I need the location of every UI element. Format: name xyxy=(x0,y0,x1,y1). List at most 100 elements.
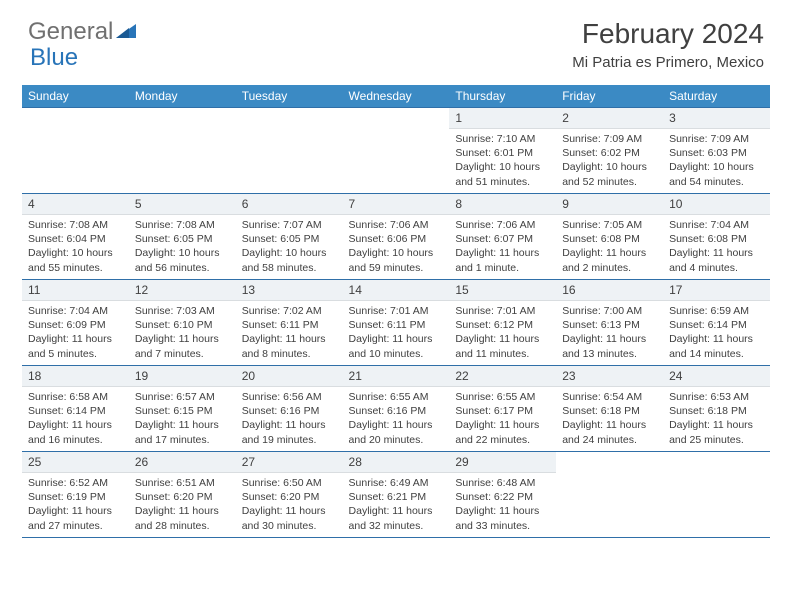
sunrise-text: Sunrise: 7:02 AM xyxy=(242,304,337,318)
day-info: Sunrise: 7:04 AMSunset: 6:09 PMDaylight:… xyxy=(28,301,123,361)
calendar-day-cell: 12Sunrise: 7:03 AMSunset: 6:10 PMDayligh… xyxy=(129,280,236,366)
day-number: 23 xyxy=(556,366,663,387)
sunset-text: Sunset: 6:20 PM xyxy=(135,490,230,504)
sunrise-text: Sunrise: 6:48 AM xyxy=(455,476,550,490)
calendar-day-cell: 10Sunrise: 7:04 AMSunset: 6:08 PMDayligh… xyxy=(663,194,770,280)
day-number: 16 xyxy=(556,280,663,301)
day-info: Sunrise: 7:06 AMSunset: 6:07 PMDaylight:… xyxy=(455,215,550,275)
brand-part1: General xyxy=(28,18,113,46)
page-header: General February 2024 Mi Patria es Prime… xyxy=(0,0,792,79)
calendar-day-cell: 18Sunrise: 6:58 AMSunset: 6:14 PMDayligh… xyxy=(22,366,129,452)
day-info: Sunrise: 6:59 AMSunset: 6:14 PMDaylight:… xyxy=(669,301,764,361)
weekday-header: Monday xyxy=(129,85,236,108)
sunrise-text: Sunrise: 7:01 AM xyxy=(349,304,444,318)
sunset-text: Sunset: 6:02 PM xyxy=(562,146,657,160)
calendar-day-cell: 17Sunrise: 6:59 AMSunset: 6:14 PMDayligh… xyxy=(663,280,770,366)
day-info: Sunrise: 7:09 AMSunset: 6:03 PMDaylight:… xyxy=(669,129,764,189)
daylight-text: Daylight: 11 hours and 20 minutes. xyxy=(349,418,444,446)
day-info: Sunrise: 6:53 AMSunset: 6:18 PMDaylight:… xyxy=(669,387,764,447)
calendar-day-cell: 15Sunrise: 7:01 AMSunset: 6:12 PMDayligh… xyxy=(449,280,556,366)
logo-triangle-icon xyxy=(116,18,138,46)
daylight-text: Daylight: 11 hours and 8 minutes. xyxy=(242,332,337,360)
sunset-text: Sunset: 6:04 PM xyxy=(28,232,123,246)
day-number: 26 xyxy=(129,452,236,473)
daylight-text: Daylight: 11 hours and 33 minutes. xyxy=(455,504,550,532)
day-info: Sunrise: 7:04 AMSunset: 6:08 PMDaylight:… xyxy=(669,215,764,275)
daylight-text: Daylight: 11 hours and 32 minutes. xyxy=(349,504,444,532)
day-info: Sunrise: 7:05 AMSunset: 6:08 PMDaylight:… xyxy=(562,215,657,275)
day-info: Sunrise: 7:06 AMSunset: 6:06 PMDaylight:… xyxy=(349,215,444,275)
daylight-text: Daylight: 11 hours and 5 minutes. xyxy=(28,332,123,360)
day-info: Sunrise: 7:03 AMSunset: 6:10 PMDaylight:… xyxy=(135,301,230,361)
calendar-day-cell: 2Sunrise: 7:09 AMSunset: 6:02 PMDaylight… xyxy=(556,108,663,194)
sunset-text: Sunset: 6:19 PM xyxy=(28,490,123,504)
calendar-day-cell: 25Sunrise: 6:52 AMSunset: 6:19 PMDayligh… xyxy=(22,452,129,538)
sunrise-text: Sunrise: 7:06 AM xyxy=(349,218,444,232)
sunrise-text: Sunrise: 7:09 AM xyxy=(669,132,764,146)
weekday-header: Tuesday xyxy=(236,85,343,108)
day-number: 1 xyxy=(449,108,556,129)
daylight-text: Daylight: 11 hours and 17 minutes. xyxy=(135,418,230,446)
day-number: 12 xyxy=(129,280,236,301)
daylight-text: Daylight: 11 hours and 7 minutes. xyxy=(135,332,230,360)
sunrise-text: Sunrise: 7:04 AM xyxy=(28,304,123,318)
sunset-text: Sunset: 6:18 PM xyxy=(562,404,657,418)
calendar-day-cell: 1Sunrise: 7:10 AMSunset: 6:01 PMDaylight… xyxy=(449,108,556,194)
calendar-day-cell: 20Sunrise: 6:56 AMSunset: 6:16 PMDayligh… xyxy=(236,366,343,452)
sunrise-text: Sunrise: 6:59 AM xyxy=(669,304,764,318)
sunset-text: Sunset: 6:11 PM xyxy=(242,318,337,332)
title-block: February 2024 Mi Patria es Primero, Mexi… xyxy=(572,18,764,71)
sunrise-text: Sunrise: 7:06 AM xyxy=(455,218,550,232)
sunrise-text: Sunrise: 6:51 AM xyxy=(135,476,230,490)
daylight-text: Daylight: 10 hours and 56 minutes. xyxy=(135,246,230,274)
sunrise-text: Sunrise: 7:03 AM xyxy=(135,304,230,318)
calendar-day-cell: 19Sunrise: 6:57 AMSunset: 6:15 PMDayligh… xyxy=(129,366,236,452)
sunset-text: Sunset: 6:16 PM xyxy=(349,404,444,418)
calendar-day-cell: 13Sunrise: 7:02 AMSunset: 6:11 PMDayligh… xyxy=(236,280,343,366)
sunset-text: Sunset: 6:08 PM xyxy=(562,232,657,246)
daylight-text: Daylight: 11 hours and 30 minutes. xyxy=(242,504,337,532)
calendar-day-cell: 27Sunrise: 6:50 AMSunset: 6:20 PMDayligh… xyxy=(236,452,343,538)
calendar-day-cell: 26Sunrise: 6:51 AMSunset: 6:20 PMDayligh… xyxy=(129,452,236,538)
day-info: Sunrise: 7:00 AMSunset: 6:13 PMDaylight:… xyxy=(562,301,657,361)
weekday-header: Sunday xyxy=(22,85,129,108)
sunset-text: Sunset: 6:07 PM xyxy=(455,232,550,246)
daylight-text: Daylight: 11 hours and 14 minutes. xyxy=(669,332,764,360)
day-info: Sunrise: 6:55 AMSunset: 6:16 PMDaylight:… xyxy=(349,387,444,447)
sunset-text: Sunset: 6:12 PM xyxy=(455,318,550,332)
sunrise-text: Sunrise: 6:52 AM xyxy=(28,476,123,490)
day-info: Sunrise: 7:08 AMSunset: 6:04 PMDaylight:… xyxy=(28,215,123,275)
sunset-text: Sunset: 6:03 PM xyxy=(669,146,764,160)
daylight-text: Daylight: 11 hours and 4 minutes. xyxy=(669,246,764,274)
sunrise-text: Sunrise: 6:55 AM xyxy=(455,390,550,404)
daylight-text: Daylight: 11 hours and 22 minutes. xyxy=(455,418,550,446)
sunrise-text: Sunrise: 6:57 AM xyxy=(135,390,230,404)
day-number: 25 xyxy=(22,452,129,473)
location-subtitle: Mi Patria es Primero, Mexico xyxy=(572,54,764,71)
sunrise-text: Sunrise: 6:54 AM xyxy=(562,390,657,404)
sunset-text: Sunset: 6:05 PM xyxy=(242,232,337,246)
sunset-text: Sunset: 6:20 PM xyxy=(242,490,337,504)
day-number: 5 xyxy=(129,194,236,215)
daylight-text: Daylight: 11 hours and 13 minutes. xyxy=(562,332,657,360)
calendar-day-cell: 24Sunrise: 6:53 AMSunset: 6:18 PMDayligh… xyxy=(663,366,770,452)
sunrise-text: Sunrise: 7:09 AM xyxy=(562,132,657,146)
calendar-day-cell xyxy=(236,108,343,194)
day-info: Sunrise: 6:49 AMSunset: 6:21 PMDaylight:… xyxy=(349,473,444,533)
calendar-day-cell xyxy=(22,108,129,194)
daylight-text: Daylight: 11 hours and 24 minutes. xyxy=(562,418,657,446)
brand-part2: Blue xyxy=(30,44,78,72)
calendar-day-cell: 6Sunrise: 7:07 AMSunset: 6:05 PMDaylight… xyxy=(236,194,343,280)
daylight-text: Daylight: 10 hours and 59 minutes. xyxy=(349,246,444,274)
calendar-week-row: 4Sunrise: 7:08 AMSunset: 6:04 PMDaylight… xyxy=(22,194,770,280)
daylight-text: Daylight: 11 hours and 2 minutes. xyxy=(562,246,657,274)
calendar-day-cell: 11Sunrise: 7:04 AMSunset: 6:09 PMDayligh… xyxy=(22,280,129,366)
daylight-text: Daylight: 11 hours and 19 minutes. xyxy=(242,418,337,446)
day-info: Sunrise: 6:58 AMSunset: 6:14 PMDaylight:… xyxy=(28,387,123,447)
weekday-header-row: Sunday Monday Tuesday Wednesday Thursday… xyxy=(22,85,770,108)
sunrise-text: Sunrise: 7:04 AM xyxy=(669,218,764,232)
sunrise-text: Sunrise: 7:08 AM xyxy=(28,218,123,232)
sunset-text: Sunset: 6:05 PM xyxy=(135,232,230,246)
daylight-text: Daylight: 10 hours and 58 minutes. xyxy=(242,246,337,274)
calendar-day-cell: 4Sunrise: 7:08 AMSunset: 6:04 PMDaylight… xyxy=(22,194,129,280)
